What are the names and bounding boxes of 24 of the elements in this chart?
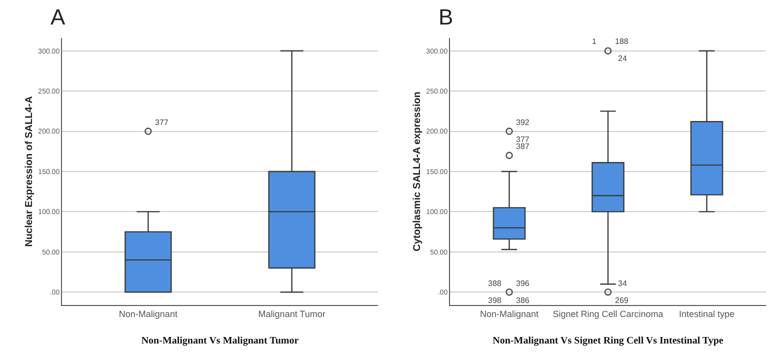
- x-axis-title: Non-Malignant Vs Signet Ring Cell Vs Intestinal Type: [492, 335, 724, 346]
- x-tick-label: Non-Malignant: [118, 308, 178, 319]
- annotation: 392: [516, 118, 530, 127]
- annotation: 34: [618, 279, 628, 288]
- annotation: 1: [592, 37, 597, 46]
- annotation: 269: [615, 296, 629, 305]
- chart-title: B: [438, 4, 454, 30]
- annotation: 377: [155, 118, 169, 127]
- y-axis-title: Cytoplasmic SALL4-A expression: [412, 92, 423, 252]
- x-axis-title: Non-Malignant Vs Malignant Tumor: [141, 335, 300, 346]
- x-tick-label: Signet Ring Cell Carcinoma: [552, 308, 664, 319]
- annotation: 396: [516, 279, 530, 288]
- chart-title: A: [50, 4, 66, 30]
- annotation: 388: [488, 279, 502, 288]
- annotation: 377: [516, 135, 530, 144]
- annotation: 188: [615, 37, 629, 46]
- annotation: 24: [618, 54, 628, 63]
- x-tick-label: Malignant Tumor: [258, 308, 326, 319]
- annotation: 387: [516, 142, 530, 151]
- y-axis-title: Nuclear Expression of SALL4-A: [24, 96, 35, 247]
- annotation: 398: [488, 296, 502, 305]
- annotation: 386: [516, 296, 530, 305]
- x-tick-label: Non-Malignant: [480, 308, 540, 319]
- x-tick-label: Intestinal type: [678, 308, 735, 319]
